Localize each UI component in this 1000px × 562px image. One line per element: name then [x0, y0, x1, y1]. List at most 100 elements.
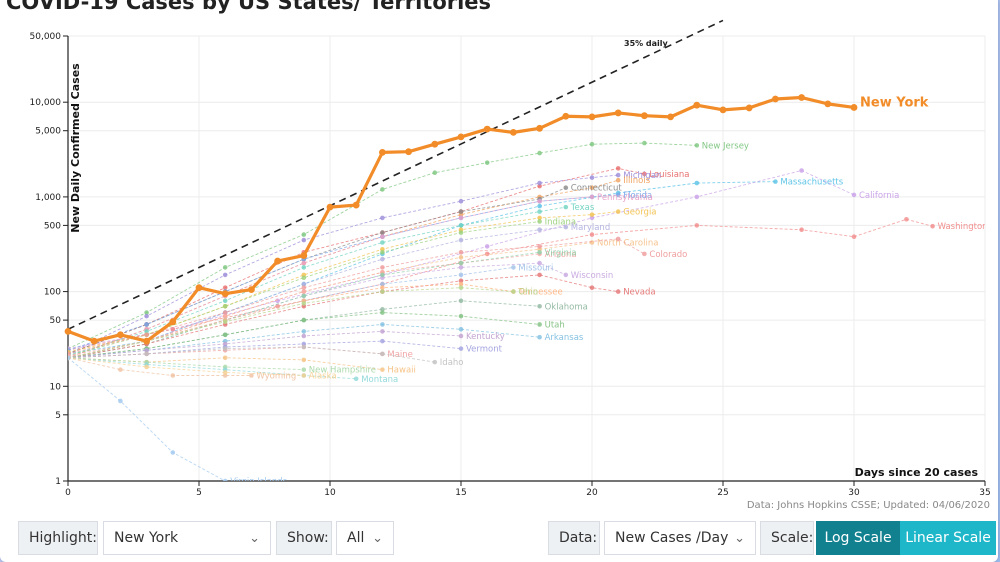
highlight-point: [588, 113, 596, 121]
reference-line: [68, 19, 724, 331]
series-line: [68, 187, 566, 355]
series-point: [68, 355, 71, 361]
series-point: [458, 249, 464, 255]
series-label: Ohio: [518, 288, 538, 298]
series-point: [301, 260, 307, 266]
series-point: [222, 265, 228, 270]
series-point: [642, 140, 647, 146]
series-point: [694, 223, 700, 228]
series-point: [380, 249, 385, 255]
highlight-point: [274, 257, 281, 265]
series-label: Nevada: [623, 288, 655, 298]
series-point: [380, 187, 385, 192]
series-label: Louisiana: [649, 170, 689, 180]
highlight-point: [693, 101, 701, 109]
series-point: [589, 240, 595, 245]
series-point: [537, 303, 542, 309]
series-point: [458, 237, 464, 243]
series-label: Idaho: [440, 358, 464, 368]
highlight-point: [221, 290, 229, 298]
series-point: [642, 171, 647, 177]
series-label: Michigan: [623, 171, 661, 181]
log-scale-button[interactable]: Log Scale: [816, 521, 900, 555]
series-point: [301, 333, 307, 339]
series-point: [458, 326, 464, 332]
show-select[interactable]: All ⌄: [336, 521, 394, 555]
series-point: [118, 398, 123, 404]
series-point: [144, 332, 149, 338]
series-point: [380, 310, 385, 315]
series-point: [222, 355, 228, 361]
series-point: [458, 198, 464, 204]
series-label: Virginia: [545, 248, 577, 258]
series-point: [144, 347, 149, 353]
series-point: [380, 272, 385, 278]
series-point: [144, 364, 149, 370]
series-point: [222, 478, 228, 481]
x-tick-label: 25: [717, 488, 728, 498]
highlight-point: [798, 94, 805, 101]
series-point: [222, 313, 228, 319]
linear-scale-button[interactable]: Linear Scale: [900, 521, 996, 555]
series-point: [380, 215, 385, 221]
series-point: [537, 249, 542, 255]
series-point: [563, 272, 569, 278]
highlight-point: [379, 149, 386, 156]
series-point: [380, 289, 385, 294]
series-point: [537, 334, 542, 340]
series-point: [589, 232, 595, 237]
highlight-select[interactable]: New York ⌄: [103, 521, 271, 555]
series-line: [68, 283, 514, 359]
series-point: [380, 329, 385, 334]
highlight-point: [719, 106, 727, 114]
series-point: [537, 272, 542, 278]
series-point: [380, 322, 385, 327]
series-label: Arkansas: [545, 333, 584, 343]
series-point: [589, 175, 595, 180]
series-label: Wyoming: [256, 372, 296, 382]
series-point: [222, 319, 228, 325]
data-select[interactable]: New Cases /Day ⌄: [604, 521, 756, 555]
series-point: [615, 209, 621, 214]
show-label: Show:: [276, 521, 332, 555]
series-point: [563, 224, 569, 230]
series-point: [380, 307, 385, 312]
series-point: [380, 240, 385, 245]
series-point: [301, 265, 307, 270]
highlight-point: [745, 104, 753, 112]
series-point: [353, 376, 359, 382]
series-point: [222, 346, 228, 351]
highlight-point: [536, 124, 543, 132]
y-tick-label: 500: [44, 221, 61, 231]
series-point: [458, 255, 464, 260]
data-value: New Cases /Day: [615, 530, 729, 546]
series-point: [222, 310, 228, 315]
series-point: [458, 265, 464, 270]
series-point: [458, 313, 464, 319]
series-point: [537, 322, 542, 327]
series-point: [851, 192, 857, 198]
series-point: [615, 177, 621, 183]
series-point: [301, 285, 307, 290]
series-point: [458, 209, 464, 214]
highlight-point: [824, 100, 832, 108]
x-tick-label: 30: [848, 488, 860, 498]
series-label: Hawaii: [387, 366, 415, 376]
series-point: [301, 289, 307, 294]
series-point: [537, 209, 542, 214]
series-point: [301, 373, 307, 378]
y-tick-label: 10,000: [30, 98, 62, 108]
series-point: [537, 244, 542, 249]
series-point: [458, 223, 464, 228]
series-point: [589, 141, 595, 147]
series-point: [458, 272, 464, 278]
series-line: [68, 346, 435, 363]
x-tick-label: 5: [196, 488, 202, 498]
x-axis-label: Days since 20 cases: [855, 466, 979, 479]
x-tick-label: 15: [455, 488, 466, 498]
series-point: [458, 298, 464, 304]
series-point: [458, 260, 464, 266]
x-tick-label: 20: [586, 488, 598, 498]
series-point: [694, 180, 700, 186]
